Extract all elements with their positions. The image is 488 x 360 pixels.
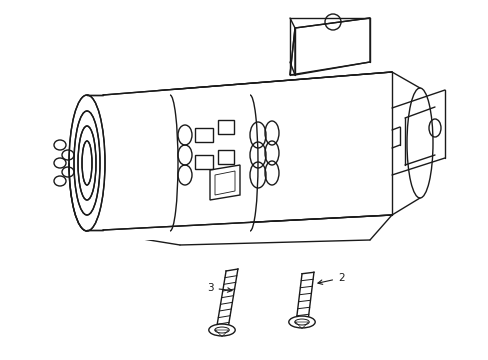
Text: 3: 3 bbox=[206, 283, 231, 293]
Bar bbox=[0, 90, 249, 240]
Ellipse shape bbox=[288, 316, 315, 328]
Text: 2: 2 bbox=[317, 273, 344, 284]
Ellipse shape bbox=[208, 324, 235, 336]
Bar bbox=[0, 90, 170, 240]
Text: 1: 1 bbox=[198, 110, 216, 144]
